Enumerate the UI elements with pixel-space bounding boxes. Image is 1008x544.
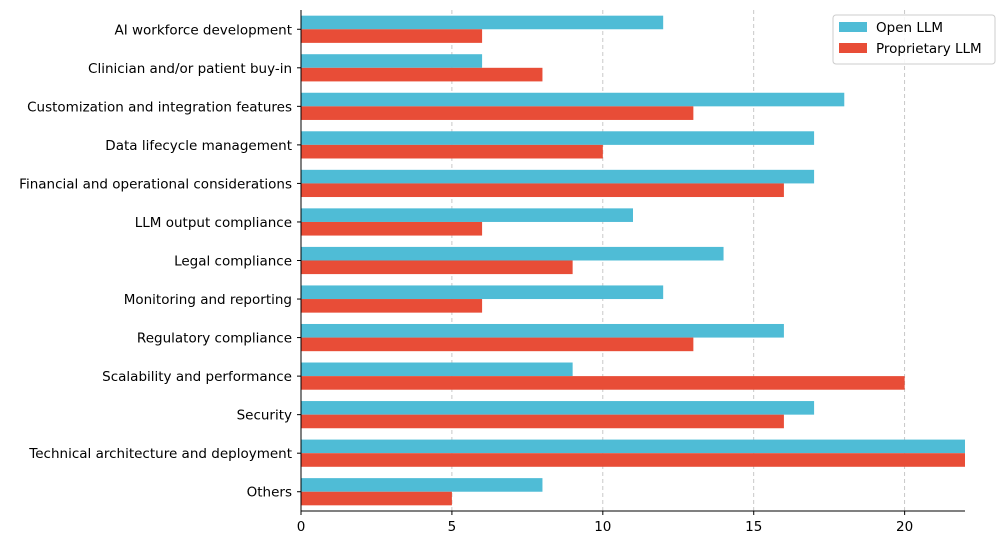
legend-label: Proprietary LLM: [876, 41, 982, 57]
legend-swatch: [839, 43, 867, 53]
x-tick-label: 15: [745, 519, 762, 535]
bar-proprietary-llm: [301, 453, 965, 467]
bar-open-llm: [301, 169, 815, 184]
bar-open-llm: [301, 92, 845, 107]
bar-proprietary-llm: [301, 106, 694, 120]
y-tick-label: LLM output compliance: [135, 215, 292, 231]
bar-proprietary-llm: [301, 337, 694, 352]
x-tick-label: 10: [594, 519, 611, 535]
y-tick-label: Security: [237, 408, 292, 424]
bar-open-llm: [301, 323, 784, 338]
bar-proprietary-llm: [301, 29, 483, 43]
bar-open-llm: [301, 246, 724, 261]
y-tick-label: AI workforce development: [114, 22, 292, 38]
bar-proprietary-llm: [301, 491, 452, 506]
bar-proprietary-llm: [301, 67, 543, 82]
bar-proprietary-llm: [301, 183, 784, 198]
x-tick-label: 5: [448, 519, 457, 535]
y-tick-label: Legal compliance: [174, 254, 292, 270]
legend: Open LLM Proprietary LLM: [832, 14, 996, 65]
bar-proprietary-llm: [301, 376, 905, 390]
bar-open-llm: [301, 285, 664, 300]
y-tick-label: Data lifecycle management: [105, 138, 292, 154]
bar-open-llm: [301, 54, 483, 68]
y-tick-label: Monitoring and reporting: [124, 292, 292, 308]
y-tick-label: Others: [247, 485, 292, 501]
bar-proprietary-llm: [301, 144, 603, 159]
y-tick-label: Clinician and/or patient buy-in: [88, 61, 292, 77]
x-tick-label: 0: [297, 519, 306, 535]
y-tick-labels: AI workforce development Clinician and/or…: [19, 22, 292, 500]
bar-open-llm: [301, 401, 815, 415]
y-tick-label: Regulatory compliance: [137, 331, 292, 347]
bar-open-llm: [301, 15, 664, 30]
legend-box: [832, 14, 996, 65]
bar-open-llm: [301, 478, 543, 492]
bar-proprietary-llm: [301, 221, 483, 236]
bar-open-llm: [301, 362, 573, 377]
bar-proprietary-llm: [301, 414, 784, 429]
axes: [297, 10, 965, 515]
bar-proprietary-llm: [301, 299, 483, 313]
legend-swatch: [839, 22, 867, 32]
y-tick-label: Technical architecture and deployment: [28, 446, 292, 462]
legend-label: Open LLM: [876, 20, 943, 36]
x-tick-label: 20: [896, 519, 913, 535]
y-tick-label: Customization and integration features: [27, 99, 292, 115]
bar-open-llm: [301, 439, 965, 454]
x-tick-labels: 0 5 10 15 20: [297, 519, 914, 535]
y-tick-label: Financial and operational considerations: [19, 176, 292, 192]
y-tick-label: Scalability and performance: [102, 369, 292, 385]
bar-proprietary-llm: [301, 260, 573, 275]
bar-open-llm: [301, 208, 633, 222]
bars: [301, 15, 965, 506]
bar-open-llm: [301, 131, 815, 145]
